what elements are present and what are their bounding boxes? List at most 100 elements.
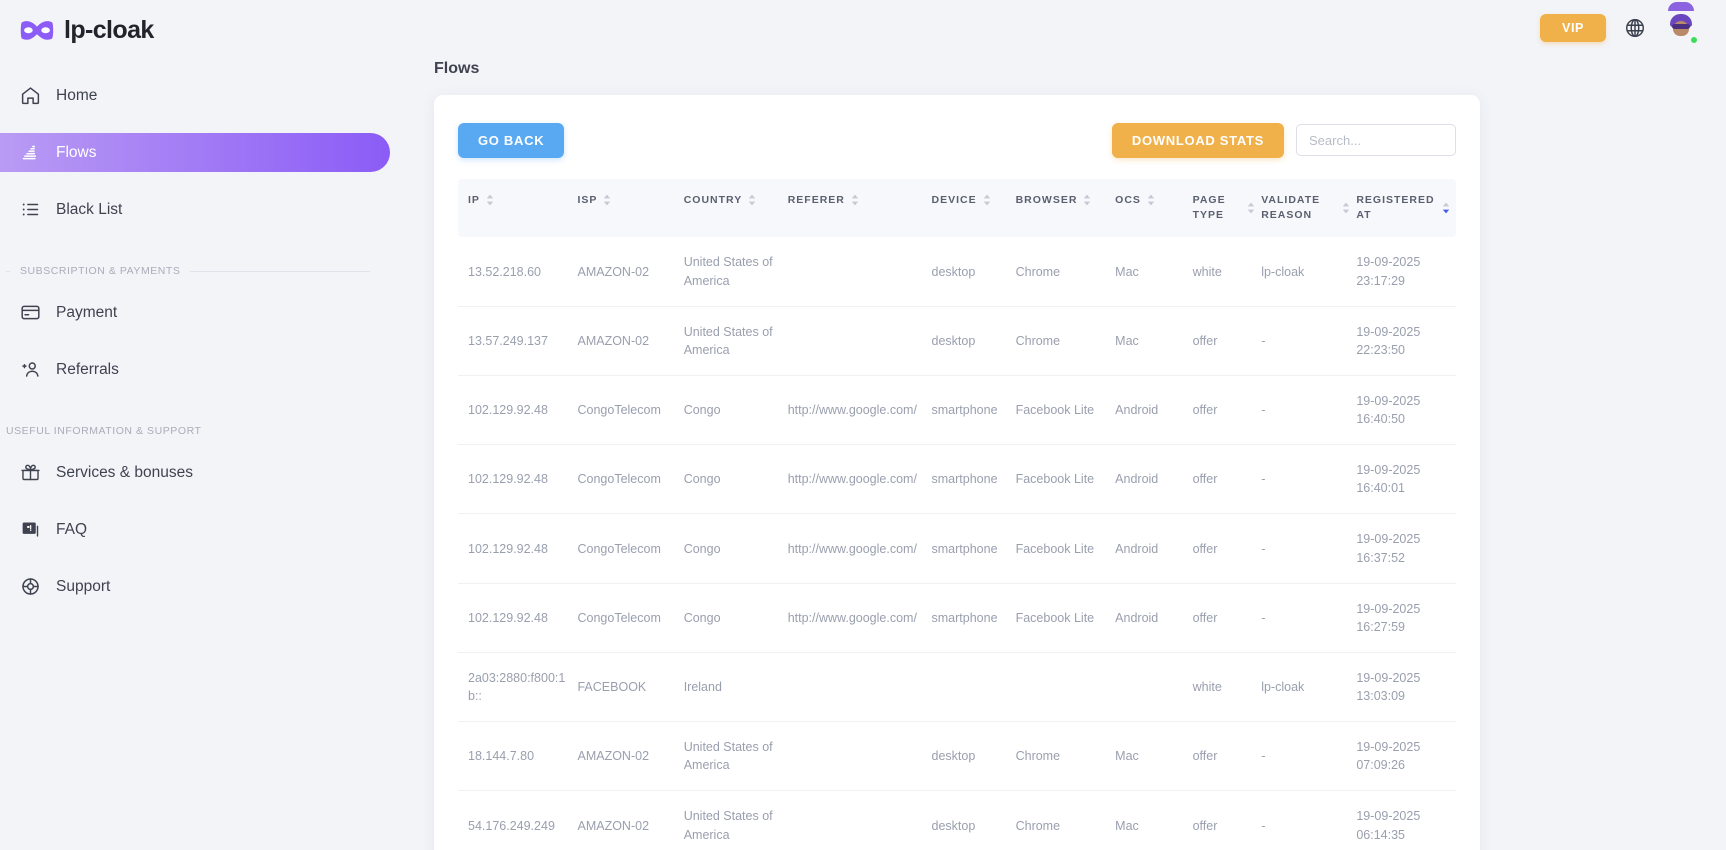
sidebar-item-services-bonuses[interactable]: Services & bonuses xyxy=(0,453,390,492)
sidebar-item-label: Black List xyxy=(56,200,123,218)
sort-icon xyxy=(603,194,611,211)
table-row[interactable]: 2a03:2880:f800:1b:: FACEBOOK Ireland white l… xyxy=(458,652,1456,723)
cell-country: United States of America xyxy=(683,237,788,307)
sort-icon xyxy=(1147,194,1155,211)
cell-isp: CongoTelecom xyxy=(577,513,684,584)
table-row[interactable]: 102.129.92.48 CongoTelecom Congo http://www… xyxy=(458,375,1456,446)
table-row[interactable]: 102.129.92.48 CongoTelecom Congo http://www… xyxy=(458,444,1456,515)
cell-page-type: white xyxy=(1192,237,1262,307)
sidebar: lp-cloak Home xyxy=(0,0,430,850)
cell-ip: 54.176.249.249 xyxy=(458,790,578,850)
toolbar-right-group: DOWNLOAD STATS xyxy=(1111,122,1456,158)
cell-browser xyxy=(1015,652,1116,723)
cell-referer: http://www.google.com/ xyxy=(787,444,932,515)
cell-page-type: offer xyxy=(1192,375,1262,446)
table-row[interactable]: 13.52.218.60 AMAZON-02 United States of Am… xyxy=(458,237,1456,307)
cell-referer: http://www.google.com/ xyxy=(787,375,932,446)
mask-icon xyxy=(20,19,54,42)
sort-icon-active xyxy=(1442,202,1450,219)
cell-registered-at: 19-09-2025 13:03:09 xyxy=(1356,652,1456,723)
cell-ocs: Mac xyxy=(1115,721,1193,792)
cell-referer xyxy=(787,237,932,307)
sort-icon xyxy=(1247,202,1255,219)
table-row[interactable]: 102.129.92.48 CongoTelecom Congo http://www… xyxy=(458,513,1456,584)
sidebar-item-referrals[interactable]: Referrals xyxy=(0,350,390,389)
cell-validate: - xyxy=(1261,721,1357,792)
topbar: VIP xyxy=(1540,0,1726,46)
column-header-page-type[interactable]: PAGE TYPE xyxy=(1192,179,1262,238)
cell-ocs: Android xyxy=(1115,513,1193,584)
cell-browser: Facebook Lite xyxy=(1015,583,1116,653)
flows-icon xyxy=(20,142,41,163)
cell-page-type: offer xyxy=(1192,513,1262,584)
download-stats-button[interactable]: DOWNLOAD STATS xyxy=(1111,122,1284,158)
cell-isp: CongoTelecom xyxy=(577,583,684,653)
credit-card-icon xyxy=(20,302,41,323)
cell-device: smartphone xyxy=(931,513,1016,584)
cell-country: Ireland xyxy=(683,652,788,723)
cell-ip: 102.129.92.48 xyxy=(458,583,578,653)
cell-ocs xyxy=(1115,652,1193,723)
sort-icon xyxy=(1083,194,1091,211)
cell-device xyxy=(931,652,1016,723)
table-row[interactable]: 18.144.7.80 AMAZON-02 United States of Ame… xyxy=(458,721,1456,792)
sidebar-item-faq[interactable]: FAQ xyxy=(0,510,390,549)
cell-country: Congo xyxy=(683,444,788,515)
main-content: Flows GO BACK DOWNLOAD STATS xyxy=(430,0,1726,850)
sidebar-item-flows[interactable]: Flows xyxy=(0,133,390,172)
search-input[interactable] xyxy=(1296,124,1456,156)
cell-referer xyxy=(787,652,932,723)
sidebar-item-label: Flows xyxy=(56,143,97,161)
table-row[interactable]: 13.57.249.137 AMAZON-02 United States of A… xyxy=(458,306,1456,376)
section-title: SUBSCRIPTION & PAYMENTS xyxy=(20,265,181,277)
sidebar-item-payment[interactable]: Payment xyxy=(0,293,390,332)
sidebar-item-label: Support xyxy=(56,577,111,595)
table-row[interactable]: 54.176.249.249 AMAZON-02 United States of … xyxy=(458,790,1456,850)
cell-country: Congo xyxy=(683,513,788,584)
cell-registered-at: 19-09-2025 23:17:29 xyxy=(1356,237,1456,307)
column-header-registered-at[interactable]: REGISTERED AT xyxy=(1356,179,1456,238)
globe-icon[interactable] xyxy=(1624,17,1646,39)
section-title: USEFUL INFORMATION & SUPPORT xyxy=(6,425,202,437)
cell-referer: http://www.google.com/ xyxy=(787,513,932,584)
gift-icon xyxy=(20,462,41,483)
cell-isp: AMAZON-02 xyxy=(577,237,684,307)
sort-icon xyxy=(748,194,756,211)
sort-icon xyxy=(1342,202,1350,219)
lifebuoy-icon xyxy=(20,576,41,597)
cell-ocs: Mac xyxy=(1115,306,1193,376)
go-back-button[interactable]: GO BACK xyxy=(458,122,565,158)
column-header-validate-reason[interactable]: VALIDATE REASON xyxy=(1261,179,1357,238)
column-header-ocs[interactable]: OCS xyxy=(1115,179,1193,238)
card-toolbar: GO BACK DOWNLOAD STATS xyxy=(458,117,1456,163)
vip-button[interactable]: VIP xyxy=(1540,13,1606,43)
column-header-device[interactable]: DEVICE xyxy=(931,179,1016,238)
column-header-country[interactable]: COUNTRY xyxy=(683,179,788,238)
cell-page-type: offer xyxy=(1192,721,1262,792)
cell-ocs: Mac xyxy=(1115,237,1193,307)
avatar[interactable] xyxy=(1664,2,1699,45)
table-row[interactable]: 102.129.92.48 CongoTelecom Congo http://www… xyxy=(458,583,1456,653)
sidebar-item-support[interactable]: Support xyxy=(0,567,390,606)
sidebar-item-black-list[interactable]: Black List xyxy=(0,190,390,229)
cell-ocs: Android xyxy=(1115,444,1193,515)
column-header-isp[interactable]: ISP xyxy=(577,179,684,238)
flows-table: IP ISP COUNTRY xyxy=(458,179,1456,850)
cell-page-type: white xyxy=(1192,652,1262,723)
column-header-referer[interactable]: REFERER xyxy=(787,179,932,238)
cell-browser: Facebook Lite xyxy=(1015,513,1116,584)
brand-logo[interactable]: lp-cloak xyxy=(0,0,430,46)
cell-ip: 102.129.92.48 xyxy=(458,444,578,515)
brand-name: lp-cloak xyxy=(64,15,154,44)
column-header-ip[interactable]: IP xyxy=(458,179,578,238)
cell-referer xyxy=(787,790,932,850)
cell-country: United States of America xyxy=(683,306,788,376)
sidebar-item-home[interactable]: Home xyxy=(0,76,390,115)
sidebar-item-label: Referrals xyxy=(56,360,119,378)
cell-registered-at: 19-09-2025 22:23:50 xyxy=(1356,306,1456,376)
cell-page-type: offer xyxy=(1192,790,1262,850)
column-header-browser[interactable]: BROWSER xyxy=(1015,179,1116,238)
sort-icon xyxy=(486,194,494,211)
cell-browser: Chrome xyxy=(1015,721,1116,792)
